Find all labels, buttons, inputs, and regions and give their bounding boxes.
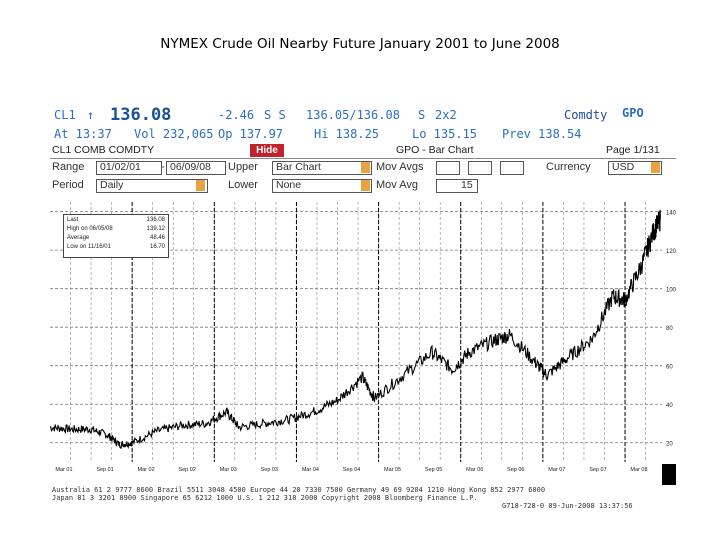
hide-button[interactable]: Hide bbox=[250, 144, 284, 157]
x-tick-label: Mar 02 bbox=[138, 467, 155, 473]
period-value: Daily bbox=[100, 179, 124, 191]
upper-value: Bar Chart bbox=[276, 161, 321, 173]
footer-line-1: Australia 61 2 9777 8600 Brazil 5511 304… bbox=[52, 486, 546, 494]
upper-select[interactable]: Bar Chart bbox=[272, 161, 372, 175]
y-tick-label: 100 bbox=[666, 288, 676, 294]
chart-function-title: GPO - Bar Chart bbox=[396, 144, 474, 156]
security-bar: CL1 COMB COMDTY Hide GPO - Bar Chart Pag… bbox=[50, 144, 676, 159]
x-tick-label: Mar 07 bbox=[548, 467, 565, 473]
x-tick-label: Sep 04 bbox=[343, 467, 360, 473]
x-tick-label: Mar 05 bbox=[384, 467, 401, 473]
mov-avg-label: Mov Avg bbox=[376, 179, 418, 191]
mov-avg-value: 15 bbox=[461, 179, 473, 191]
mov-avgs-field-3[interactable] bbox=[500, 161, 524, 175]
x-tick-label: Sep 02 bbox=[178, 467, 195, 473]
x-tick-label: Sep 03 bbox=[261, 467, 278, 473]
mov-avgs-field-2[interactable] bbox=[468, 161, 492, 175]
chart-y-tick-labels: 20 40 60 80 100 120 140 bbox=[666, 211, 676, 448]
x-tick-label: Sep 06 bbox=[507, 467, 524, 473]
bid-ask-flag: S bbox=[418, 108, 426, 122]
range-end-value: 06/09/08 bbox=[170, 161, 211, 173]
up-arrow-icon: ↑ bbox=[87, 108, 95, 122]
mov-avgs-label: Mov Avgs bbox=[376, 161, 424, 173]
legend-row-last: Last 136.08 bbox=[67, 217, 165, 223]
y-tick-label: 140 bbox=[666, 211, 676, 217]
high: Hi 138.25 bbox=[314, 127, 380, 141]
y-tick-label: 120 bbox=[666, 249, 676, 255]
x-tick-label: Mar 04 bbox=[302, 467, 319, 473]
bloomberg-terminal: CL1 ↑ 136.08 -2.46 S S 136.05/136.08 S 2… bbox=[50, 105, 676, 512]
range-dash: - bbox=[161, 161, 165, 173]
range-start-field[interactable]: 01/02/01 bbox=[96, 161, 162, 175]
range-end-field[interactable]: 06/09/08 bbox=[166, 161, 226, 175]
lower-dropdown-icon[interactable] bbox=[361, 180, 370, 191]
legend-row-low: Low on 11/16/01 16.70 bbox=[67, 244, 165, 250]
mov-avg-field[interactable]: 15 bbox=[436, 179, 478, 193]
y-tick-label: 20 bbox=[666, 442, 673, 448]
currency-select[interactable]: USD bbox=[608, 161, 662, 175]
price-chart: 20 40 60 80 100 120 140 Mar 01 Sep 01 Mar 02 Sep … bbox=[50, 202, 676, 485]
slide-title: NYMEX Crude Oil Nearby Future January 20… bbox=[160, 36, 560, 52]
price-series-line bbox=[50, 209, 661, 450]
low: Lo 135.15 bbox=[412, 127, 478, 141]
x-tick-label: Mar 06 bbox=[466, 467, 483, 473]
security-name: CL1 COMB COMDTY bbox=[52, 144, 155, 156]
last-price: 136.08 bbox=[110, 105, 172, 125]
legend-row-average: Average 48.46 bbox=[67, 235, 165, 241]
x-tick-label: Mar 03 bbox=[220, 467, 237, 473]
legend-row-high: High on 06/05/08 139.12 bbox=[67, 226, 165, 232]
footer-line-2: Japan 81 3 3201 8900 Singapore 65 6212 1… bbox=[52, 494, 478, 502]
x-tick-label: Mar 08 bbox=[630, 467, 647, 473]
x-tick-label: Sep 07 bbox=[589, 467, 606, 473]
function-code: GPO bbox=[622, 106, 644, 120]
period-select[interactable]: Daily bbox=[96, 179, 208, 193]
period-dropdown-icon[interactable] bbox=[196, 180, 205, 191]
lower-value: None bbox=[276, 179, 302, 191]
footer-line-3: G718-728-0 09-Jun-2008 13:37:56 bbox=[502, 502, 633, 510]
function-title: Comdty bbox=[564, 108, 608, 122]
bid-ask: 136.05/136.08 bbox=[306, 108, 400, 122]
quote-header: CL1 ↑ 136.08 -2.46 S S 136.05/136.08 S 2… bbox=[50, 105, 676, 144]
time-line: At 13:37 bbox=[54, 127, 112, 141]
lower-select[interactable]: None bbox=[272, 179, 372, 193]
upper-label: Upper bbox=[228, 161, 258, 173]
range-label: Range bbox=[52, 161, 85, 173]
open: Op 137.97 bbox=[218, 127, 284, 141]
y-tick-label: 60 bbox=[666, 365, 673, 371]
x-tick-label: Sep 01 bbox=[96, 467, 113, 473]
currency-label: Currency bbox=[546, 161, 591, 173]
lower-label: Lower bbox=[228, 179, 258, 191]
mov-avgs-field-1[interactable] bbox=[436, 161, 460, 175]
period-label: Period bbox=[52, 179, 84, 191]
x-tick-label: Mar 01 bbox=[55, 467, 72, 473]
chart-x-tick-labels: Mar 01 Sep 01 Mar 02 Sep 02 Mar 03 Sep 03 Mar … bbox=[55, 467, 647, 473]
chart-corner-block bbox=[662, 464, 676, 485]
flags: S S bbox=[264, 108, 286, 122]
y-tick-label: 40 bbox=[666, 403, 673, 409]
change: -2.46 bbox=[218, 108, 255, 122]
upper-dropdown-icon[interactable] bbox=[361, 162, 370, 173]
page-indicator: Page 1/131 bbox=[606, 144, 660, 156]
x-tick-label: Sep 05 bbox=[425, 467, 442, 473]
currency-value: USD bbox=[612, 161, 635, 173]
y-tick-label: 80 bbox=[666, 326, 673, 332]
chart-legend: Last 136.08 High on 06/05/08 139.12 Averag… bbox=[63, 214, 169, 258]
volume: Vol 232,065 bbox=[134, 127, 214, 141]
prev: Prev 138.54 bbox=[502, 127, 582, 141]
currency-dropdown-icon[interactable] bbox=[651, 162, 660, 173]
range-start-value: 01/02/01 bbox=[100, 161, 141, 173]
size: 2x2 bbox=[435, 108, 457, 122]
ticker: CL1 bbox=[54, 108, 76, 122]
